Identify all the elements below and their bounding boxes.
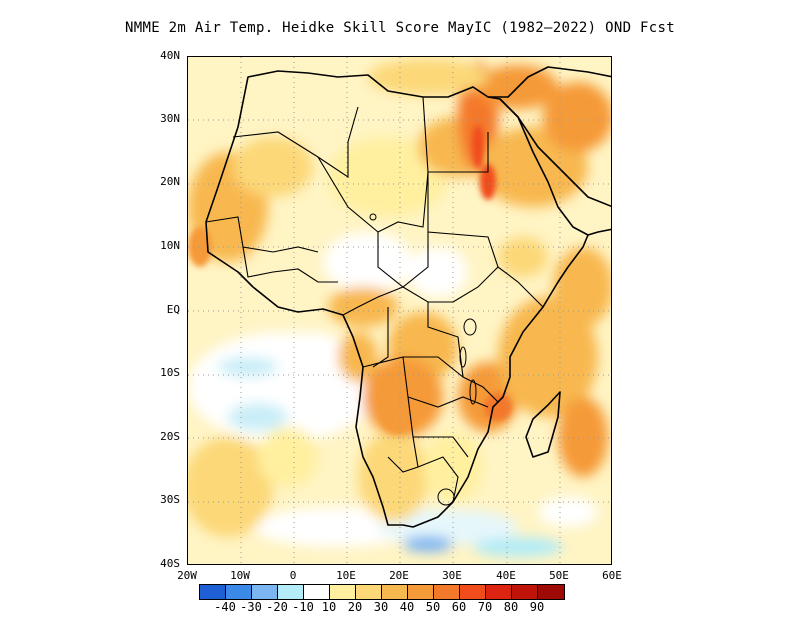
lat-label: 30N (160, 112, 180, 125)
colorbar-swatch (252, 585, 278, 599)
lakes (369, 213, 477, 506)
lat-label: 40N (160, 49, 180, 62)
lon-label: 0 (289, 569, 297, 582)
colorbar-swatch (460, 585, 486, 599)
colorbar-swatch (200, 585, 226, 599)
africa-coastline (205, 66, 611, 528)
colorbar-label: -20 (266, 600, 288, 614)
colorbar-label: 40 (399, 600, 415, 614)
colorbar-label: 60 (451, 600, 467, 614)
lon-label: 40E (496, 569, 516, 582)
lat-label: EQ (166, 303, 180, 316)
colorbar-label: -30 (240, 600, 262, 614)
colorbar-swatch (304, 585, 330, 599)
colorbar-label: 80 (503, 600, 519, 614)
colorbar-swatch (382, 585, 408, 599)
lon-label: 10E (336, 569, 356, 582)
lon-label: 60E (602, 569, 622, 582)
colorbar-swatch (434, 585, 460, 599)
lat-label: 20N (160, 175, 180, 188)
lat-label: 10S (160, 366, 180, 379)
lon-label: 10W (230, 569, 250, 582)
lat-label: 30S (160, 493, 180, 506)
lat-label: 20S (160, 430, 180, 443)
colorbar-swatch (356, 585, 382, 599)
lon-label: 20W (177, 569, 197, 582)
colorbar-swatch (538, 585, 564, 599)
colorbar-swatch (408, 585, 434, 599)
skill-score-map (187, 56, 612, 565)
colorbar-swatch (512, 585, 538, 599)
colorbar-label: 10 (321, 600, 337, 614)
lon-label: 20E (389, 569, 409, 582)
lon-label: 50E (549, 569, 569, 582)
colorbar-label: -40 (214, 600, 236, 614)
colorbar-swatch (330, 585, 356, 599)
graticule (188, 57, 611, 564)
country-borders (205, 96, 544, 503)
colorbar-label: 90 (529, 600, 545, 614)
colorbar-label: 20 (347, 600, 363, 614)
lat-label: 10N (160, 239, 180, 252)
colorbar-label: -10 (292, 600, 314, 614)
colorbar (199, 584, 565, 600)
colorbar-label: 50 (425, 600, 441, 614)
colorbar-swatch (486, 585, 512, 599)
map-title: NMME 2m Air Temp. Heidke Skill Score May… (125, 20, 675, 36)
lon-label: 30E (442, 569, 462, 582)
colorbar-swatch (278, 585, 304, 599)
skill-field-highlights (188, 125, 512, 435)
colorbar-swatch (226, 585, 252, 599)
colorbar-label: 70 (477, 600, 493, 614)
lat-label: 40S (160, 557, 180, 570)
colorbar-label: 30 (373, 600, 389, 614)
